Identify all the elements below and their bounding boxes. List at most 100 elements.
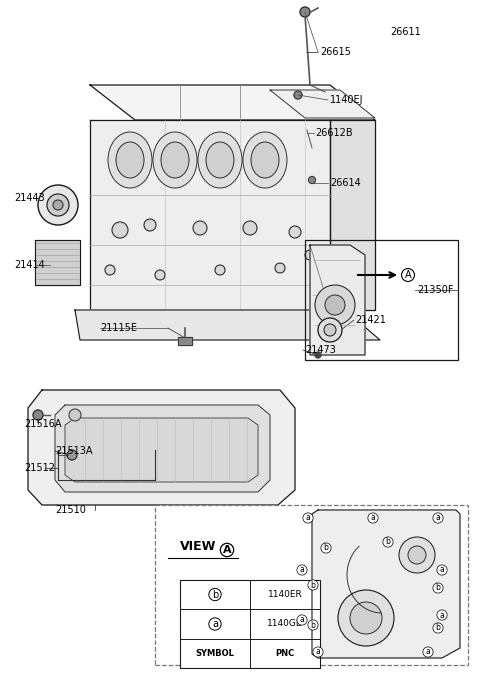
Ellipse shape — [198, 132, 242, 188]
Circle shape — [337, 545, 343, 551]
Text: 26614: 26614 — [330, 178, 361, 188]
Circle shape — [33, 410, 43, 420]
Circle shape — [193, 221, 207, 235]
Ellipse shape — [116, 142, 144, 178]
Circle shape — [305, 250, 315, 260]
Circle shape — [319, 515, 325, 521]
Circle shape — [399, 537, 435, 573]
Text: b: b — [435, 623, 441, 633]
Circle shape — [325, 295, 345, 315]
Polygon shape — [75, 310, 380, 340]
Text: b: b — [311, 621, 315, 629]
Text: 21443: 21443 — [14, 193, 45, 203]
Circle shape — [449, 585, 455, 591]
Circle shape — [315, 352, 321, 358]
Text: 21473: 21473 — [305, 345, 336, 355]
Polygon shape — [330, 120, 375, 310]
Polygon shape — [310, 245, 365, 355]
Circle shape — [215, 265, 225, 275]
Circle shape — [439, 649, 445, 655]
Text: a: a — [440, 566, 444, 575]
Polygon shape — [35, 240, 80, 285]
Ellipse shape — [108, 132, 152, 188]
Circle shape — [105, 265, 115, 275]
Circle shape — [313, 567, 319, 573]
Circle shape — [309, 176, 315, 183]
Text: b: b — [324, 544, 328, 552]
Circle shape — [453, 567, 459, 573]
Ellipse shape — [153, 132, 197, 188]
Text: a: a — [316, 648, 320, 656]
Circle shape — [318, 318, 342, 342]
Ellipse shape — [206, 142, 234, 178]
Polygon shape — [90, 120, 330, 310]
Circle shape — [38, 185, 78, 225]
Text: a: a — [426, 648, 431, 656]
Circle shape — [324, 324, 336, 336]
Ellipse shape — [243, 132, 287, 188]
Circle shape — [399, 539, 405, 545]
Circle shape — [449, 515, 455, 521]
Circle shape — [155, 270, 165, 280]
Text: 1140ER: 1140ER — [268, 590, 302, 599]
Text: 21510: 21510 — [55, 505, 86, 515]
Text: a: a — [440, 610, 444, 619]
Text: 21512: 21512 — [24, 463, 55, 473]
Polygon shape — [28, 390, 295, 505]
Text: 1140GD: 1140GD — [266, 619, 303, 629]
Text: 21350F: 21350F — [417, 285, 454, 295]
Text: 1140EJ: 1140EJ — [330, 95, 363, 105]
Text: SYMBOL: SYMBOL — [195, 649, 234, 658]
Bar — [305, 240, 458, 360]
Text: 21513A: 21513A — [55, 446, 93, 456]
Text: 21516A: 21516A — [24, 419, 61, 429]
Text: A: A — [223, 545, 231, 555]
Circle shape — [300, 7, 310, 17]
Text: 26611: 26611 — [390, 27, 421, 37]
Circle shape — [275, 263, 285, 273]
Text: 26612B: 26612B — [315, 128, 353, 138]
Circle shape — [449, 625, 455, 631]
Bar — [178, 337, 192, 345]
Circle shape — [453, 612, 459, 618]
Circle shape — [329, 649, 335, 655]
Circle shape — [338, 590, 394, 646]
Circle shape — [408, 546, 426, 564]
Text: 21414: 21414 — [14, 260, 45, 270]
Bar — [180, 580, 320, 668]
Circle shape — [67, 450, 77, 460]
Polygon shape — [270, 90, 375, 118]
Text: a: a — [306, 514, 311, 523]
Polygon shape — [55, 405, 270, 492]
Text: a: a — [436, 514, 440, 523]
Circle shape — [243, 221, 257, 235]
Text: 21115E: 21115E — [100, 323, 137, 333]
Circle shape — [69, 409, 81, 421]
Circle shape — [144, 219, 156, 231]
FancyBboxPatch shape — [155, 505, 468, 665]
Circle shape — [350, 602, 382, 634]
Bar — [178, 337, 192, 345]
Circle shape — [315, 285, 355, 325]
Text: PNC: PNC — [276, 649, 295, 658]
Polygon shape — [65, 418, 258, 482]
Text: VIEW: VIEW — [180, 540, 216, 553]
Circle shape — [324, 622, 330, 628]
Text: a: a — [371, 514, 375, 523]
Text: b: b — [435, 583, 441, 592]
Text: a: a — [212, 619, 218, 629]
Text: a: a — [300, 616, 304, 625]
Text: 26615: 26615 — [320, 47, 351, 57]
Circle shape — [53, 200, 63, 210]
Text: A: A — [405, 270, 411, 280]
Circle shape — [289, 226, 301, 238]
Circle shape — [324, 582, 330, 588]
Ellipse shape — [161, 142, 189, 178]
Polygon shape — [90, 85, 375, 120]
Circle shape — [313, 617, 319, 623]
Polygon shape — [312, 510, 460, 658]
Circle shape — [47, 194, 69, 216]
Text: a: a — [300, 566, 304, 575]
Text: b: b — [385, 537, 390, 546]
Text: b: b — [212, 589, 218, 600]
